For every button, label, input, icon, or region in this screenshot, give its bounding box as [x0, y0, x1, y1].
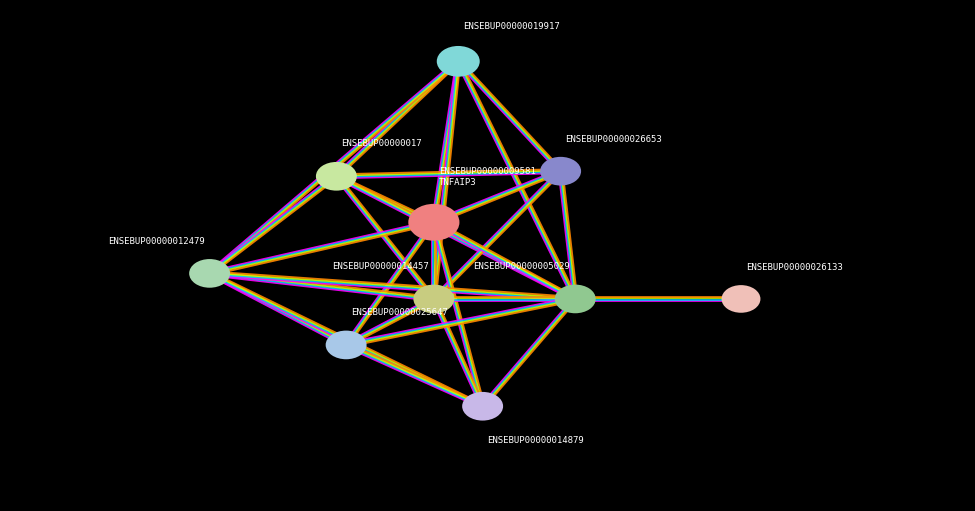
- Ellipse shape: [722, 286, 760, 312]
- Text: ENSEBUP00000009581
TNFAIP3: ENSEBUP00000009581 TNFAIP3: [439, 167, 535, 187]
- Text: ENSEBUP00000026133: ENSEBUP00000026133: [746, 263, 842, 272]
- Ellipse shape: [317, 163, 356, 190]
- Text: ENSEBUP00000014879: ENSEBUP00000014879: [488, 436, 584, 445]
- Text: ENSEBUP00000012479: ENSEBUP00000012479: [108, 237, 205, 246]
- Ellipse shape: [438, 47, 479, 76]
- Text: ENSEBUP00000017: ENSEBUP00000017: [341, 138, 422, 148]
- Text: ENSEBUP00000005029: ENSEBUP00000005029: [474, 262, 570, 271]
- Ellipse shape: [541, 158, 580, 184]
- Ellipse shape: [556, 286, 595, 312]
- Ellipse shape: [410, 205, 458, 240]
- Ellipse shape: [190, 260, 229, 287]
- Text: ENSEBUP00000025647: ENSEBUP00000025647: [351, 308, 448, 317]
- Ellipse shape: [414, 286, 453, 312]
- Ellipse shape: [327, 332, 366, 358]
- Text: ENSEBUP00000026653: ENSEBUP00000026653: [566, 134, 662, 144]
- Text: ENSEBUP00000019917: ENSEBUP00000019917: [463, 21, 560, 31]
- Text: ENSEBUP00000014457: ENSEBUP00000014457: [332, 262, 429, 271]
- Ellipse shape: [463, 393, 502, 420]
